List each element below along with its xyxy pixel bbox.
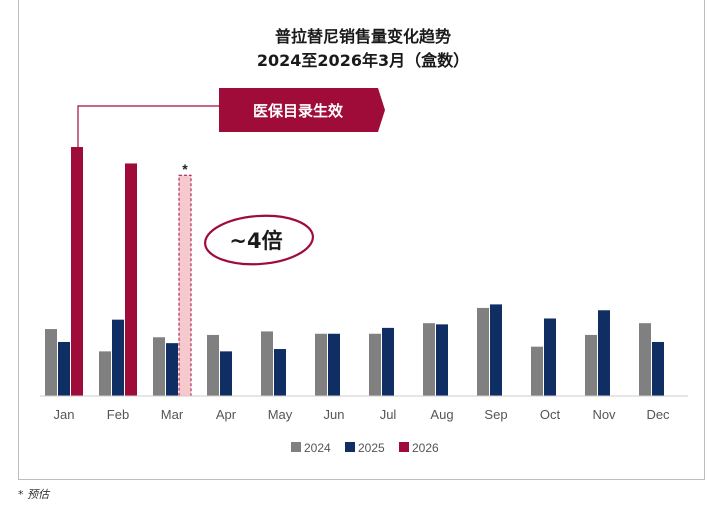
bar-2024-apr xyxy=(207,334,219,396)
x-tick-oct: Oct xyxy=(540,407,561,422)
growth-label: ~4倍 xyxy=(229,229,282,253)
bar-2025-aug xyxy=(436,324,448,396)
chart-frame xyxy=(18,0,705,480)
bars-layer: * xyxy=(45,147,664,397)
legend-swatch-2025 xyxy=(345,442,355,452)
legend: 2024 2025 2026 xyxy=(291,441,439,455)
bar-2025-oct xyxy=(544,318,556,396)
legend-label-2025: 2025 xyxy=(358,441,385,455)
x-tick-dec: Dec xyxy=(646,407,670,422)
x-tick-apr: Apr xyxy=(216,407,237,422)
x-tick-feb: Feb xyxy=(107,407,129,422)
estimate-marker: * xyxy=(182,161,188,177)
bar-2026-jan xyxy=(71,147,83,396)
bar-2025-nov xyxy=(598,310,610,396)
bar-2024-jun xyxy=(315,333,327,396)
bar-2025-jan xyxy=(58,341,70,396)
bar-2024-sep xyxy=(477,307,489,396)
bar-2025-jun xyxy=(328,333,340,396)
legend-label-2024: 2024 xyxy=(304,441,331,455)
x-axis-ticks: Jan Feb Mar Apr May Jun Jul Aug Sep Oct Nov Dec xyxy=(54,407,671,422)
legend-label-2026: 2026 xyxy=(412,441,439,455)
bar-2024-oct xyxy=(531,346,543,396)
x-tick-jun: Jun xyxy=(324,407,345,422)
bar-2025-apr xyxy=(220,351,232,396)
bar-2024-aug xyxy=(423,323,435,396)
callout-banner xyxy=(219,88,385,132)
bar-2025-dec xyxy=(652,341,664,396)
x-tick-aug: Aug xyxy=(430,407,453,422)
x-tick-jul: Jul xyxy=(380,407,397,422)
bar-2024-dec xyxy=(639,323,651,396)
growth-ellipse xyxy=(204,214,314,266)
bar-2024-jan xyxy=(45,329,57,396)
bar-2026-mar xyxy=(178,174,192,397)
bar-2024-nov xyxy=(585,334,597,396)
bar-2025-mar xyxy=(166,343,178,396)
x-tick-jan: Jan xyxy=(54,407,75,422)
x-tick-sep: Sep xyxy=(484,407,507,422)
legend-swatch-2026 xyxy=(399,442,409,452)
chart-subtitle: 2024至2026年3月（盒数） xyxy=(257,51,469,70)
bar-2024-feb xyxy=(99,351,111,396)
x-tick-may: May xyxy=(268,407,293,422)
legend-swatch-2024 xyxy=(291,442,301,452)
chart-title: 普拉替尼销售量变化趋势 xyxy=(275,27,451,46)
bar-2025-sep xyxy=(490,304,502,396)
bar-2025-jul xyxy=(382,327,394,396)
bar-2026-feb xyxy=(125,163,137,396)
bar-2025-feb xyxy=(112,319,124,396)
x-tick-mar: Mar xyxy=(161,407,184,422)
x-tick-nov: Nov xyxy=(592,407,616,422)
bar-2024-may xyxy=(261,331,273,396)
callout-label: 医保目录生效 xyxy=(253,102,344,120)
footnote: * 预估 xyxy=(18,488,49,501)
bar-2024-jul xyxy=(369,333,381,396)
callout-connector xyxy=(77,105,219,184)
bar-2025-may xyxy=(274,349,286,396)
bar-2024-mar xyxy=(153,337,165,396)
